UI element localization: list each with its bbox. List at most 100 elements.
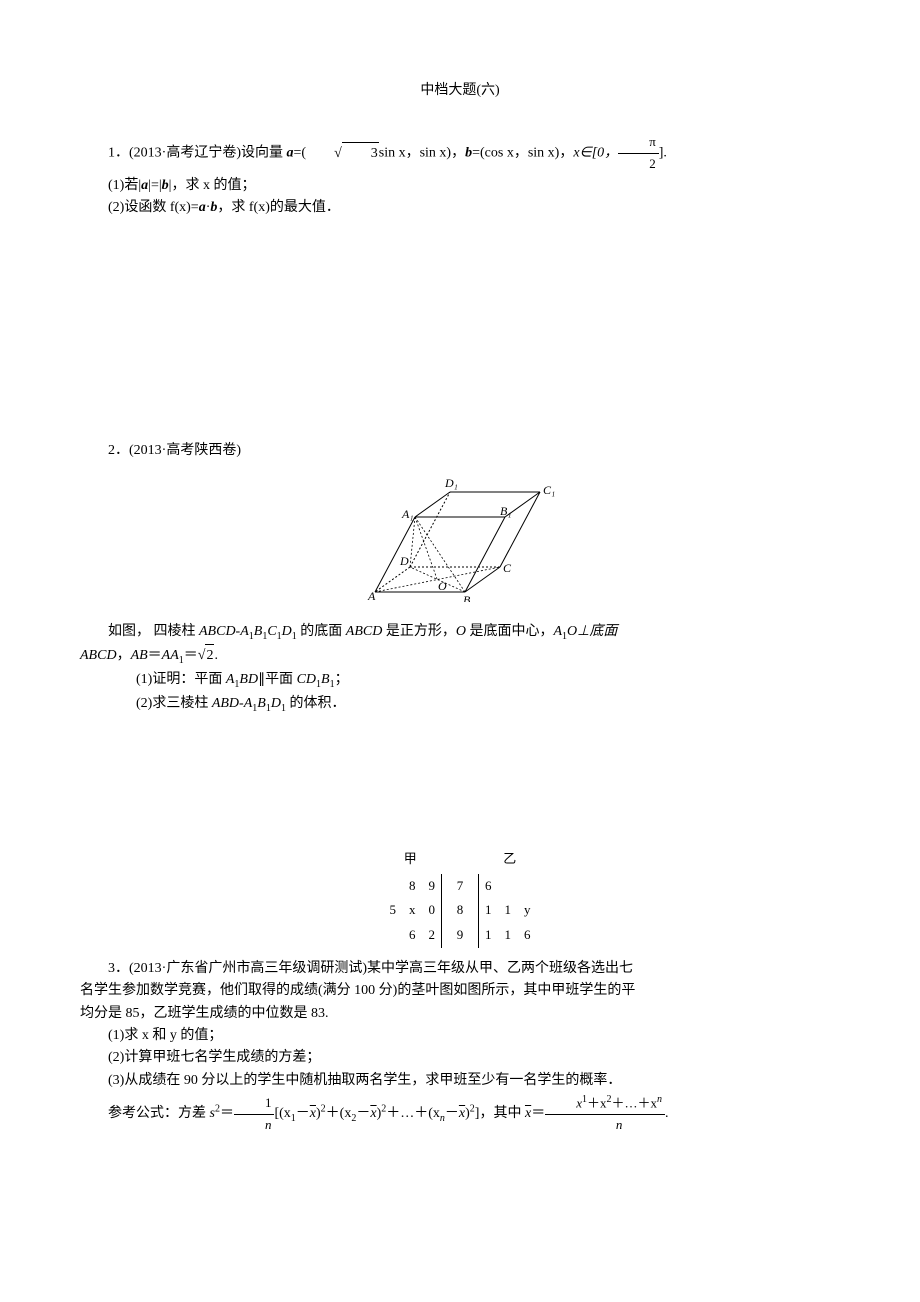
problem-3-part2: (2)计算甲班七名学生成绩的方差； bbox=[80, 1047, 840, 1069]
problem-1-part1: (1)若|a|=|b|，求 x 的值； bbox=[80, 175, 840, 197]
frac-sum-n: x1＋x2＋…＋xnn bbox=[545, 1092, 665, 1136]
p2-l2-aa: AA bbox=[162, 648, 179, 663]
p2-l2-base: ABCD bbox=[80, 648, 117, 663]
problem-1: 1．(2013·高考辽宁卷)设向量 a=(3sin x，sin x)，b=(co… bbox=[80, 132, 840, 219]
p2-p1-bd: BD bbox=[239, 672, 258, 687]
p2-prefix: 如图， 四棱柱 bbox=[108, 624, 199, 639]
label-B: B bbox=[463, 593, 471, 602]
p3-x2-sub: 2 bbox=[351, 1113, 356, 1124]
sl-r3-left: 6 2 bbox=[379, 923, 442, 948]
problem-1-source: (2013·高考辽宁卷) bbox=[129, 146, 241, 161]
problem-3-source: (2013·广东省广州市高三年级调研测试) bbox=[129, 961, 367, 976]
stemleaf-header-left: 甲 bbox=[379, 847, 442, 874]
p1-b-def: =(cos x，sin x)， bbox=[472, 146, 573, 161]
problem-3-formula: 参考公式：方差 s2＝1n[(x1－x)2＋(x2－x)2＋…＋(xn－x)2]… bbox=[80, 1092, 840, 1136]
vector-a-3: a bbox=[199, 200, 206, 215]
p2-l2-sep: ， bbox=[117, 648, 131, 663]
p3-dots: ＋…＋(x bbox=[386, 1106, 440, 1121]
p2-perp: O⊥底面 bbox=[567, 624, 617, 639]
sl-r3-stem: 9 bbox=[442, 923, 479, 948]
label-C1: C₁ bbox=[543, 483, 555, 497]
p1-domain-close: ]. bbox=[659, 146, 667, 161]
p2-p1-b: B bbox=[321, 672, 330, 687]
p2-after: 是正方形， bbox=[382, 624, 456, 639]
p2-base: ABCD bbox=[346, 624, 383, 639]
p2-a1: A bbox=[553, 624, 562, 639]
label-C: C bbox=[503, 561, 512, 575]
p2-l2-aa-sub: 1 bbox=[179, 655, 184, 666]
problem-1-statement: 1．(2013·高考辽宁卷)设向量 a=(3sin x，sin x)，b=(co… bbox=[80, 132, 840, 175]
sl-r1-stem: 7 bbox=[442, 874, 479, 899]
p3-x1-sub: 1 bbox=[291, 1113, 296, 1124]
problem-2-number: 2 bbox=[108, 443, 115, 458]
stemleaf-table: 甲 乙 8 9 7 6 5 x 0 8 1 1 y 6 2 9 1 1 6 bbox=[379, 847, 541, 948]
sl-r3-right: 1 1 6 bbox=[479, 923, 542, 948]
label-D: D bbox=[399, 554, 409, 568]
p1-part2-end: ，求 f(x)的最大值． bbox=[217, 200, 340, 215]
p2-p1-end: ； bbox=[335, 672, 349, 687]
problem-2-part2: (2)求三棱柱 ABD-A1B1D1 的体积． bbox=[80, 693, 840, 717]
sl-r2-left: 5 x 0 bbox=[379, 898, 442, 923]
stemleaf-header-right: 乙 bbox=[479, 847, 542, 874]
document-title: 中档大题(六) bbox=[80, 80, 840, 102]
label-D1: D₁ bbox=[444, 476, 458, 490]
p1-a-after: sin x，sin x)， bbox=[379, 146, 465, 161]
problem-2-figure: A B C D A₁ B₁ C₁ D₁ O bbox=[80, 472, 840, 610]
p2-p2-prism: ABD-A bbox=[212, 696, 252, 711]
prism-diagram: A B C D A₁ B₁ C₁ D₁ O bbox=[360, 472, 560, 602]
p3-close: ]，其中 bbox=[475, 1106, 525, 1121]
stemleaf-row-2: 5 x 0 8 1 1 y bbox=[379, 898, 541, 923]
p1-a-def: =( bbox=[294, 146, 307, 161]
problem-2-body-line1: 如图， 四棱柱 ABCD-A1B1C1D1 的底面 ABCD 是正方形，O 是底… bbox=[80, 621, 840, 645]
p2-p1-cd: CD bbox=[297, 672, 316, 687]
problem-3-line1: 3．(2013·广东省广州市高三年级调研测试)某中学高三年级从甲、乙两个班级各选… bbox=[80, 958, 840, 980]
p2-o: O bbox=[456, 624, 466, 639]
p3-xn-sub: n bbox=[440, 1113, 445, 1124]
label-B1: B₁ bbox=[500, 504, 512, 518]
stemleaf-row-3: 6 2 9 1 1 6 bbox=[379, 923, 541, 948]
label-A: A bbox=[367, 589, 376, 602]
sl-r1-left: 8 9 bbox=[379, 874, 442, 899]
p1-intro: 设向量 bbox=[241, 146, 287, 161]
sl-r2-stem: 8 bbox=[442, 898, 479, 923]
p3-end: . bbox=[665, 1106, 669, 1121]
stemleaf-row-1: 8 9 7 6 bbox=[379, 874, 541, 899]
p2-d: D bbox=[282, 624, 292, 639]
vector-a: a bbox=[287, 146, 294, 161]
frac-pi-2: π2 bbox=[618, 132, 659, 175]
p2-l2-eq: ＝ bbox=[148, 648, 162, 663]
p2-prism-1: ABCD-A bbox=[199, 624, 249, 639]
problem-2-body-line2: ABCD，AB＝AA1＝2. bbox=[80, 644, 840, 669]
p1-domain: x∈[0， bbox=[573, 146, 618, 161]
stemleaf-header-stem bbox=[442, 847, 479, 874]
p3-eq1: ＝ bbox=[220, 1106, 234, 1121]
sl-r2-right: 1 1 y bbox=[479, 898, 542, 923]
p2-l2-ab: AB bbox=[131, 648, 148, 663]
p1-part2-pre: (2)设函数 f(x)= bbox=[108, 200, 199, 215]
p2-part2-pre: (2)求三棱柱 bbox=[136, 696, 212, 711]
p3-xbar-eq: ＝ bbox=[531, 1106, 545, 1121]
p1-part1-mid: |=| bbox=[148, 178, 162, 193]
sl-r1-right: 6 bbox=[479, 874, 542, 899]
problem-3-part1: (1)求 x 和 y 的值； bbox=[80, 1025, 840, 1047]
p2-mid: 的底面 bbox=[297, 624, 346, 639]
p1-part1-pre: (1)若| bbox=[108, 178, 141, 193]
problem-1-part2: (2)设函数 f(x)=a·b，求 f(x)的最大值． bbox=[80, 197, 840, 219]
p2-p2-d: D bbox=[271, 696, 281, 711]
problem-2-header: 2．(2013·高考陕西卷) bbox=[80, 440, 840, 462]
frac-1-n: 1n bbox=[234, 1093, 275, 1136]
p2-p2-b: B bbox=[257, 696, 266, 711]
problem-3-line2: 名学生参加数学竞赛，他们取得的成绩(满分 100 分)的茎叶图如图所示，其中甲班… bbox=[80, 980, 840, 1002]
vector-b-2: b bbox=[162, 178, 169, 193]
problem-3-number: 3 bbox=[108, 961, 115, 976]
problem-3-stemleaf: 甲 乙 8 9 7 6 5 x 0 8 1 1 y 6 2 9 1 1 6 bbox=[80, 847, 840, 948]
p2-part1-pre: (1)证明：平面 bbox=[136, 672, 226, 687]
p2-p1-parallel: ∥平面 bbox=[258, 672, 297, 687]
sqrt-2: 2 bbox=[198, 644, 215, 667]
sqrt-3: 3 bbox=[306, 142, 379, 165]
p2-p2-end: 的体积． bbox=[286, 696, 346, 711]
p1-part1-end: |，求 x 的值； bbox=[169, 178, 256, 193]
problem-2: 2．(2013·高考陕西卷) bbox=[80, 440, 840, 717]
p2-l2-end: . bbox=[214, 648, 218, 663]
problem-2-part1: (1)证明：平面 A1BD∥平面 CD1B1； bbox=[80, 669, 840, 693]
